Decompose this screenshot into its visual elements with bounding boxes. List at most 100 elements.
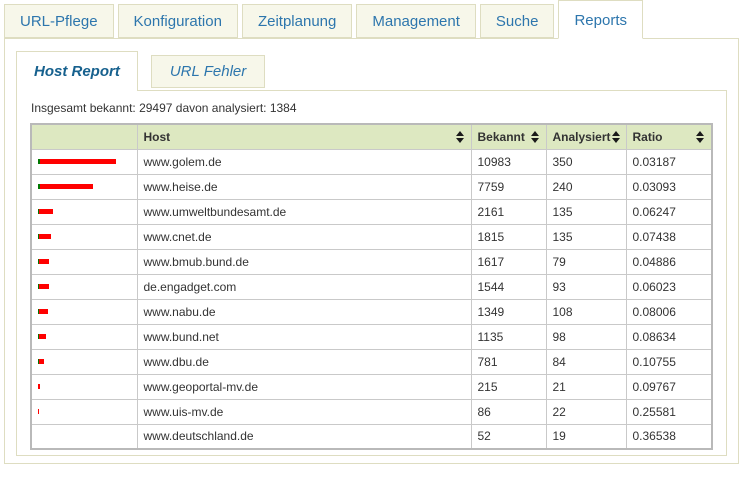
analysiert-cell: 135 (545, 198, 627, 225)
known-bar-segment (40, 159, 116, 164)
host-cell: de.engadget.com (136, 273, 472, 300)
host-cell: www.nabu.de (136, 298, 472, 325)
ratio-cell: 0.09767 (625, 373, 713, 400)
bar-cell (30, 323, 138, 350)
sub-tab-host-report[interactable]: Host Report (16, 51, 138, 91)
known-bar-segment (38, 384, 40, 389)
ratio-cell: 0.03093 (625, 173, 713, 200)
bekannt-cell: 1135 (470, 323, 547, 350)
analysiert-cell: 21 (545, 373, 627, 400)
known-vs-analyzed-bar (38, 334, 131, 339)
known-bar-segment (39, 259, 49, 264)
bekannt-cell: 52 (470, 423, 547, 450)
main-tab-zeitplanung[interactable]: Zeitplanung (241, 4, 353, 38)
main-tab-suche[interactable]: Suche (479, 4, 555, 38)
bar-cell (30, 173, 138, 200)
table-row: www.bmub.bund.de 1617 79 0.04886 (30, 248, 713, 275)
main-tab-reports[interactable]: Reports (558, 0, 643, 39)
analysiert-cell: 79 (545, 248, 627, 275)
analyzed-bar-segment (38, 159, 40, 164)
table-row: www.golem.de 10983 350 0.03187 (30, 148, 713, 175)
column-header-ratio[interactable]: Ratio (625, 123, 713, 150)
known-vs-analyzed-bar (38, 159, 131, 164)
sort-icon[interactable] (695, 130, 705, 144)
host-report-panel: Insgesamt bekannt: 29497 davon analysier… (16, 90, 727, 456)
table-row: www.uis-mv.de 86 22 0.25581 (30, 398, 713, 425)
bekannt-cell: 7759 (470, 173, 547, 200)
host-cell: www.umweltbundesamt.de (136, 198, 472, 225)
column-label: Ratio (632, 129, 663, 144)
analysiert-cell: 84 (545, 348, 627, 375)
host-cell: www.geoportal-mv.de (136, 373, 472, 400)
bekannt-cell: 215 (470, 373, 547, 400)
main-tab-bar: URL-Pflege Konfiguration Zeitplanung Manage… (0, 0, 743, 39)
table-row: de.engadget.com 1544 93 0.06023 (30, 273, 713, 300)
known-bar-segment (40, 184, 93, 189)
bar-cell (30, 373, 138, 400)
known-vs-analyzed-bar (38, 359, 131, 364)
bar-cell (30, 198, 138, 225)
bekannt-cell: 10983 (470, 148, 547, 175)
analysiert-cell: 98 (545, 323, 627, 350)
host-cell: www.heise.de (136, 173, 472, 200)
ratio-cell: 0.10755 (625, 348, 713, 375)
analysiert-cell: 350 (545, 148, 627, 175)
bekannt-cell: 1349 (470, 298, 547, 325)
table-header-row: Host Bekannt Analysiert Ratio (30, 123, 713, 150)
ratio-cell: 0.08634 (625, 323, 713, 350)
known-bar-segment (39, 359, 44, 364)
ratio-cell: 0.25581 (625, 398, 713, 425)
known-vs-analyzed-bar (38, 234, 131, 239)
analyzed-bar-segment (38, 259, 39, 264)
bekannt-cell: 2161 (470, 198, 547, 225)
table-row: www.geoportal-mv.de 215 21 0.09767 (30, 373, 713, 400)
analysiert-cell: 19 (545, 423, 627, 450)
known-vs-analyzed-bar (38, 384, 131, 389)
table-row: www.heise.de 7759 240 0.03093 (30, 173, 713, 200)
known-bar-segment (39, 334, 46, 339)
host-cell: www.bund.net (136, 323, 472, 350)
bekannt-cell: 86 (470, 398, 547, 425)
analysiert-cell: 108 (545, 298, 627, 325)
analysiert-cell: 135 (545, 223, 627, 250)
summary-text: Insgesamt bekannt: 29497 davon analysier… (31, 101, 297, 115)
sub-tab-url-fehler[interactable]: URL Fehler (150, 55, 266, 88)
main-tab-management[interactable]: Management (356, 4, 476, 38)
column-label: Host (143, 129, 171, 144)
known-bar-segment (38, 409, 39, 414)
table-row: www.bund.net 1135 98 0.08634 (30, 323, 713, 350)
analyzed-bar-segment (38, 234, 39, 239)
known-vs-analyzed-bar (38, 184, 131, 189)
ratio-cell: 0.07438 (625, 223, 713, 250)
bar-cell (30, 298, 138, 325)
table-row: www.nabu.de 1349 108 0.08006 (30, 298, 713, 325)
bar-cell (30, 148, 138, 175)
known-vs-analyzed-bar (38, 409, 131, 414)
sort-icon[interactable] (611, 130, 621, 144)
bar-cell (30, 423, 138, 450)
known-bar-segment (39, 309, 48, 314)
column-label: Bekannt (477, 129, 525, 144)
known-bar-segment (39, 284, 49, 289)
sort-icon[interactable] (455, 130, 465, 144)
known-vs-analyzed-bar (38, 284, 131, 289)
main-tab-url-pflege[interactable]: URL-Pflege (4, 4, 114, 38)
host-cell: www.deutschland.de (136, 423, 472, 450)
bekannt-cell: 781 (470, 348, 547, 375)
known-bar-segment (39, 209, 53, 214)
bar-cell (30, 348, 138, 375)
column-header-analysiert[interactable]: Analysiert (545, 123, 627, 150)
main-tab-konfiguration[interactable]: Konfiguration (117, 4, 238, 38)
known-vs-analyzed-bar (38, 209, 131, 214)
ratio-cell: 0.03187 (625, 148, 713, 175)
ratio-cell: 0.06023 (625, 273, 713, 300)
host-cell: www.uis-mv.de (136, 398, 472, 425)
ratio-cell: 0.06247 (625, 198, 713, 225)
ratio-cell: 0.36538 (625, 423, 713, 450)
known-vs-analyzed-bar (38, 309, 131, 314)
column-header-bar (30, 123, 138, 150)
sort-icon[interactable] (530, 130, 540, 144)
column-header-bekannt[interactable]: Bekannt (470, 123, 547, 150)
column-header-host[interactable]: Host (136, 123, 472, 150)
ratio-cell: 0.08006 (625, 298, 713, 325)
